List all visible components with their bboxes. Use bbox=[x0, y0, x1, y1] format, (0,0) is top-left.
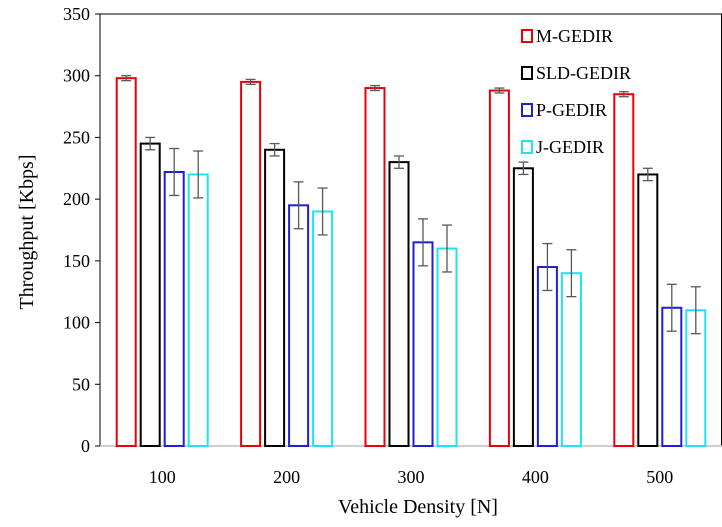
error-bar-j-gedir-400 bbox=[566, 249, 577, 298]
bar-j-gedir-200 bbox=[312, 210, 334, 447]
x-tick-label: 200 bbox=[273, 467, 300, 487]
bar-m-gedir-400 bbox=[488, 89, 510, 447]
y-tick-label: 350 bbox=[63, 4, 90, 24]
bar-sld-gedir-100 bbox=[139, 142, 161, 447]
y-axis-title: Throughput [Kbps] bbox=[16, 155, 38, 310]
legend-item-p-gedir: P-GEDIR bbox=[521, 100, 607, 120]
legend-label: SLD-GEDIR bbox=[536, 63, 631, 83]
bar-j-gedir-100 bbox=[187, 173, 209, 447]
y-tick-label: 50 bbox=[72, 374, 90, 394]
error-bar-m-gedir-200 bbox=[245, 78, 256, 86]
error-bar-p-gedir-400 bbox=[542, 242, 553, 292]
bar-m-gedir-300 bbox=[364, 87, 386, 448]
legend-swatch bbox=[521, 103, 533, 117]
legend-swatch bbox=[521, 140, 533, 154]
y-tick-label: 250 bbox=[63, 127, 90, 147]
bars bbox=[115, 77, 707, 448]
error-bar-p-gedir-100 bbox=[169, 147, 180, 197]
legend: M-GEDIR SLD-GEDIR P-GEDIR J-GEDIR bbox=[521, 26, 631, 157]
bar-m-gedir-100 bbox=[115, 77, 137, 447]
legend-swatch bbox=[521, 29, 533, 43]
error-bar-m-gedir-500 bbox=[618, 91, 629, 98]
x-tick-label: 100 bbox=[149, 467, 176, 487]
x-tick-label: 500 bbox=[646, 467, 673, 487]
error-bar-j-gedir-100 bbox=[193, 150, 204, 199]
x-tick-label: 300 bbox=[398, 467, 425, 487]
bar-p-gedir-300 bbox=[412, 241, 434, 447]
legend-label: M-GEDIR bbox=[536, 26, 613, 46]
bar-sld-gedir-300 bbox=[388, 161, 410, 447]
bar-sld-gedir-500 bbox=[637, 173, 659, 447]
error-bar-m-gedir-400 bbox=[494, 87, 505, 94]
legend-item-sld-gedir: SLD-GEDIR bbox=[521, 63, 631, 83]
y-tick-label: 200 bbox=[63, 189, 90, 209]
error-bar-sld-gedir-100 bbox=[145, 136, 156, 151]
error-bar-sld-gedir-300 bbox=[394, 155, 404, 169]
y-tick-label: 150 bbox=[63, 251, 90, 271]
error-bar-p-gedir-300 bbox=[418, 218, 428, 267]
error-bar-p-gedir-200 bbox=[293, 181, 304, 230]
x-axis-title: Vehicle Density [N] bbox=[338, 496, 498, 518]
legend-item-m-gedir: M-GEDIR bbox=[521, 26, 613, 46]
error-bar-sld-gedir-200 bbox=[269, 142, 280, 157]
error-bar-sld-gedir-400 bbox=[518, 161, 529, 176]
error-bar-m-gedir-100 bbox=[121, 75, 132, 82]
y-tick-label: 300 bbox=[63, 66, 90, 86]
error-bar-j-gedir-300 bbox=[442, 224, 452, 273]
y-tick-label: 100 bbox=[63, 313, 90, 333]
error-bar-sld-gedir-500 bbox=[642, 167, 653, 182]
legend-item-j-gedir: J-GEDIR bbox=[521, 137, 604, 157]
bar-p-gedir-100 bbox=[163, 170, 185, 447]
x-tick-label: 400 bbox=[522, 467, 549, 487]
error-bar-m-gedir-300 bbox=[370, 84, 380, 92]
error-bar-p-gedir-500 bbox=[666, 283, 677, 332]
y-axis-ticks: 0 50 100 150 200 250 300 350 bbox=[63, 4, 100, 456]
bar-m-gedir-500 bbox=[613, 93, 635, 447]
legend-label: J-GEDIR bbox=[536, 137, 604, 157]
y-tick-label: 0 bbox=[81, 436, 90, 456]
bar-sld-gedir-200 bbox=[264, 148, 286, 447]
bar-m-gedir-200 bbox=[240, 80, 262, 447]
bar-j-gedir-300 bbox=[436, 247, 458, 447]
bar-p-gedir-400 bbox=[536, 266, 558, 447]
x-axis-ticks: 100 200 300 400 500 bbox=[149, 467, 674, 487]
error-bars bbox=[121, 75, 701, 335]
bar-sld-gedir-400 bbox=[512, 167, 534, 448]
bar-j-gedir-400 bbox=[560, 272, 582, 448]
error-bar-j-gedir-200 bbox=[317, 187, 328, 236]
error-bar-j-gedir-500 bbox=[690, 286, 701, 335]
legend-swatch bbox=[521, 66, 533, 80]
legend-label: P-GEDIR bbox=[536, 100, 607, 120]
bar-p-gedir-200 bbox=[288, 204, 310, 447]
